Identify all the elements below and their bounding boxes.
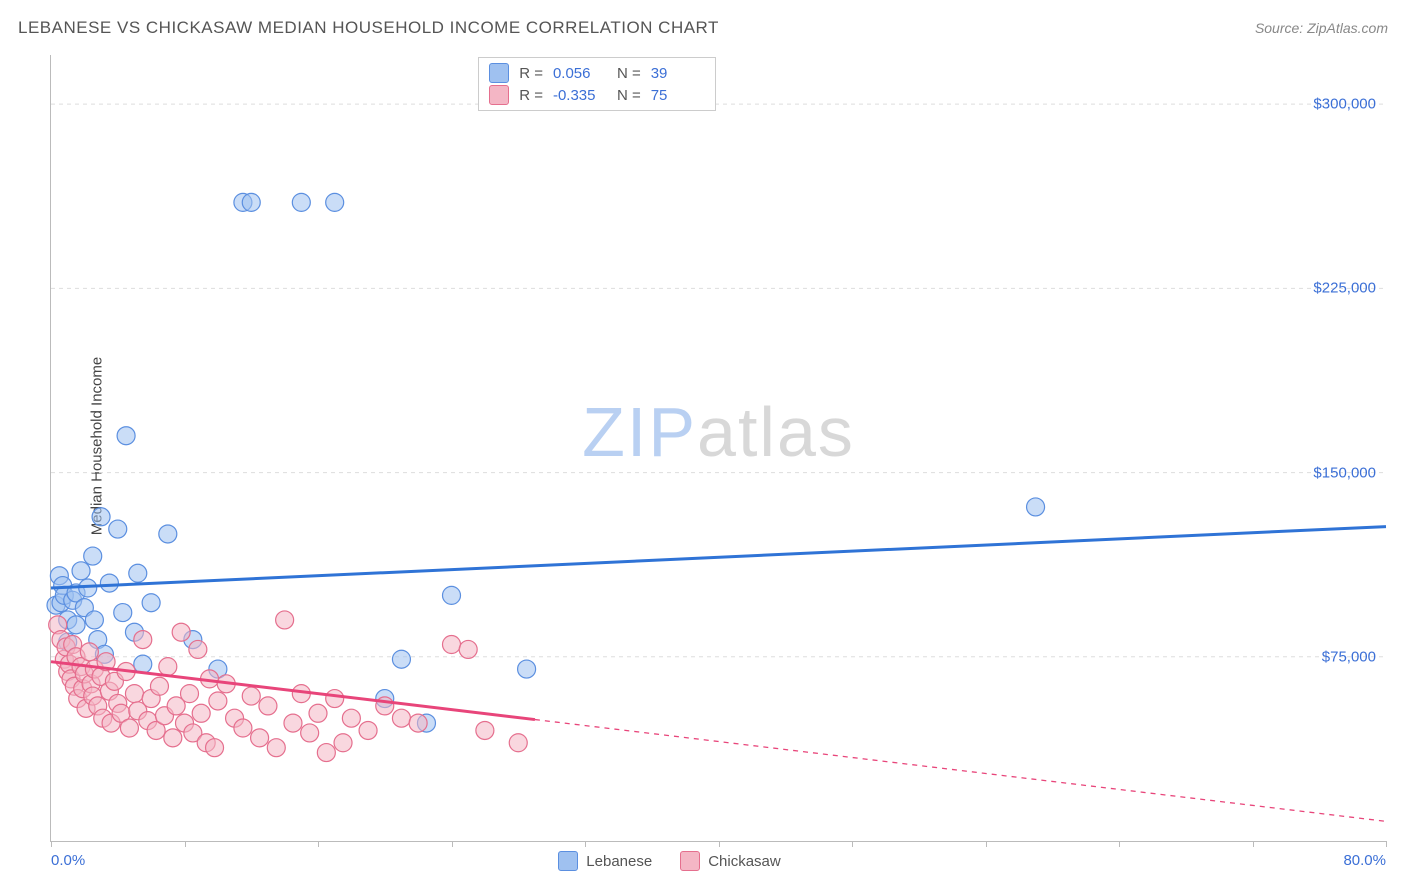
data-point bbox=[242, 687, 260, 705]
source-attribution: Source: ZipAtlas.com bbox=[1255, 20, 1388, 36]
data-point bbox=[120, 719, 138, 737]
data-point bbox=[1027, 498, 1045, 516]
x-max-label: 80.0% bbox=[1343, 852, 1386, 869]
data-point bbox=[267, 739, 285, 757]
y-tick-label: $300,000 bbox=[1313, 96, 1376, 113]
data-point bbox=[109, 520, 127, 538]
stat-n-label: N = bbox=[617, 65, 641, 82]
data-point bbox=[125, 685, 143, 703]
data-point bbox=[206, 739, 224, 757]
data-point bbox=[67, 616, 85, 634]
data-point bbox=[443, 636, 461, 654]
stats-row-lebanese: R = 0.056 N = 39 bbox=[485, 62, 709, 84]
data-point bbox=[392, 650, 410, 668]
swatch-chickasaw bbox=[489, 85, 509, 105]
data-point bbox=[459, 640, 477, 658]
data-point bbox=[392, 709, 410, 727]
data-point bbox=[159, 525, 177, 543]
trend-line bbox=[51, 527, 1386, 588]
data-point bbox=[518, 660, 536, 678]
legend-label-lebanese: Lebanese bbox=[586, 853, 652, 870]
data-point bbox=[326, 193, 344, 211]
y-tick-label: $225,000 bbox=[1313, 280, 1376, 297]
stat-r-lebanese: 0.056 bbox=[553, 65, 607, 82]
data-point bbox=[192, 704, 210, 722]
stat-r-label: R = bbox=[519, 65, 543, 82]
x-tick bbox=[585, 841, 586, 847]
stat-n-chickasaw: 75 bbox=[651, 87, 705, 104]
y-tick-label: $150,000 bbox=[1313, 464, 1376, 481]
x-tick bbox=[1253, 841, 1254, 847]
data-point bbox=[359, 721, 377, 739]
x-tick bbox=[852, 841, 853, 847]
stat-r-label: R = bbox=[519, 87, 543, 104]
x-tick bbox=[1119, 841, 1120, 847]
data-point bbox=[292, 193, 310, 211]
stats-legend: R = 0.056 N = 39 R = -0.335 N = 75 bbox=[478, 57, 716, 111]
data-point bbox=[117, 427, 135, 445]
stats-row-chickasaw: R = -0.335 N = 75 bbox=[485, 84, 709, 106]
swatch-lebanese bbox=[489, 63, 509, 83]
x-tick bbox=[986, 841, 987, 847]
data-point bbox=[100, 574, 118, 592]
x-min-label: 0.0% bbox=[51, 852, 85, 869]
data-point bbox=[409, 714, 427, 732]
data-point bbox=[159, 658, 177, 676]
stat-n-lebanese: 39 bbox=[651, 65, 705, 82]
y-tick-label: $75,000 bbox=[1322, 648, 1376, 665]
data-point bbox=[209, 692, 227, 710]
x-tick bbox=[185, 841, 186, 847]
data-point bbox=[172, 623, 190, 641]
stat-r-chickasaw: -0.335 bbox=[553, 87, 607, 104]
x-tick bbox=[51, 841, 52, 847]
data-point bbox=[164, 729, 182, 747]
series-legend: Lebanese Chickasaw bbox=[558, 851, 780, 871]
data-point bbox=[134, 631, 152, 649]
data-point bbox=[142, 594, 160, 612]
data-point bbox=[259, 697, 277, 715]
data-point bbox=[326, 690, 344, 708]
x-tick bbox=[719, 841, 720, 847]
data-point bbox=[80, 643, 98, 661]
data-point bbox=[242, 193, 260, 211]
data-point bbox=[92, 508, 110, 526]
data-point bbox=[509, 734, 527, 752]
data-point bbox=[85, 611, 103, 629]
data-point bbox=[150, 677, 168, 695]
data-point bbox=[251, 729, 269, 747]
x-tick bbox=[452, 841, 453, 847]
data-point bbox=[114, 604, 132, 622]
legend-item-lebanese: Lebanese bbox=[558, 851, 652, 871]
x-tick bbox=[318, 841, 319, 847]
x-tick bbox=[1386, 841, 1387, 847]
trend-line-dashed bbox=[535, 720, 1386, 822]
data-point bbox=[189, 640, 207, 658]
data-point bbox=[72, 562, 90, 580]
header: LEBANESE VS CHICKASAW MEDIAN HOUSEHOLD I… bbox=[18, 18, 1388, 38]
legend-label-chickasaw: Chickasaw bbox=[708, 853, 781, 870]
data-point bbox=[84, 547, 102, 565]
data-point bbox=[342, 709, 360, 727]
legend-item-chickasaw: Chickasaw bbox=[680, 851, 781, 871]
stat-n-label: N = bbox=[617, 87, 641, 104]
data-point bbox=[276, 611, 294, 629]
plot-area: ZIPatlas $75,000$150,000$225,000$300,000… bbox=[50, 55, 1386, 842]
data-point bbox=[476, 721, 494, 739]
chart-title: LEBANESE VS CHICKASAW MEDIAN HOUSEHOLD I… bbox=[18, 18, 719, 38]
legend-swatch-lebanese bbox=[558, 851, 578, 871]
data-point bbox=[284, 714, 302, 732]
legend-swatch-chickasaw bbox=[680, 851, 700, 871]
data-point bbox=[181, 685, 199, 703]
data-point bbox=[129, 564, 147, 582]
data-point bbox=[317, 744, 335, 762]
data-point bbox=[234, 719, 252, 737]
data-point bbox=[334, 734, 352, 752]
plot-svg bbox=[51, 55, 1386, 841]
data-point bbox=[309, 704, 327, 722]
data-point bbox=[443, 586, 461, 604]
data-point bbox=[301, 724, 319, 742]
chart-container: LEBANESE VS CHICKASAW MEDIAN HOUSEHOLD I… bbox=[0, 0, 1406, 892]
